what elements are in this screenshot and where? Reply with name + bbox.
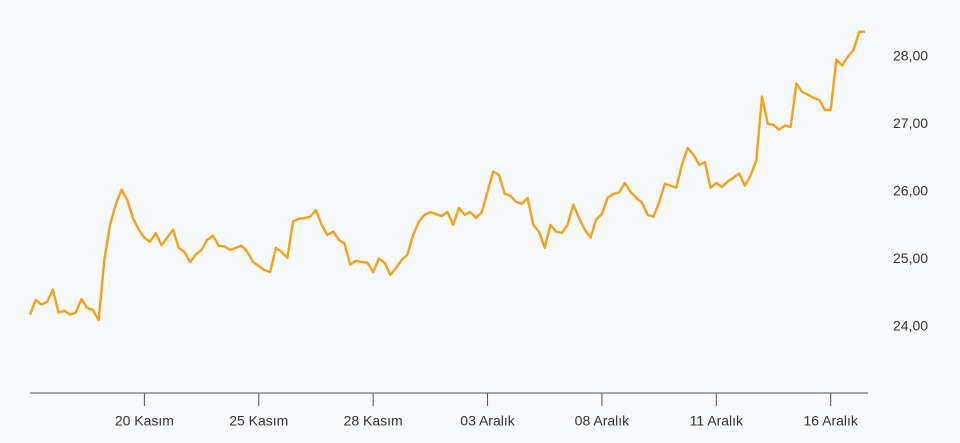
y-tick-label: 25,00 <box>893 250 928 266</box>
x-tick-label: 11 Aralık <box>690 413 744 429</box>
x-tick-label: 20 Kasım <box>115 413 174 429</box>
x-tick-label: 16 Aralık <box>803 413 858 429</box>
x-tick-label: 25 Kasım <box>229 413 288 429</box>
x-tick-label: 08 Aralık <box>575 413 630 429</box>
y-tick-label: 24,00 <box>893 318 928 334</box>
x-tick-label: 03 Aralık <box>460 413 515 429</box>
y-tick-label: 27,00 <box>893 115 928 131</box>
y-tick-label: 28,00 <box>893 47 928 63</box>
x-tick-label: 28 Kasım <box>344 413 403 429</box>
price-line <box>28 30 865 322</box>
y-tick-label: 26,00 <box>893 182 928 198</box>
